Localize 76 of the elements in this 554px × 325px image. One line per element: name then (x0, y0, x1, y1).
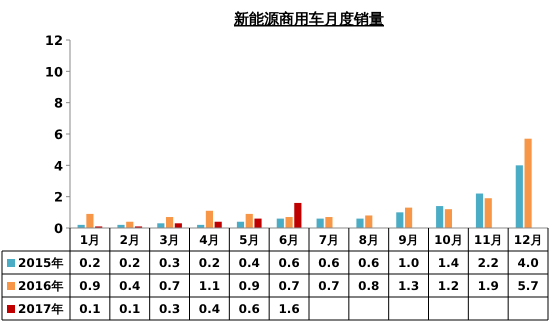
data-label: 1.3 (398, 279, 420, 293)
legend-label: 2016年 (18, 279, 64, 293)
x-tick-label: 8月 (358, 233, 379, 247)
bar (444, 209, 452, 228)
data-label: 0.1 (119, 302, 140, 316)
bar (286, 217, 293, 228)
x-tick-label: 9月 (398, 233, 419, 247)
data-label: 0.6 (278, 256, 300, 270)
bar (396, 212, 404, 228)
bar (254, 218, 262, 228)
bar (484, 198, 492, 228)
x-tick-label: 10月 (434, 233, 463, 247)
x-tick-label: 7月 (318, 233, 340, 247)
y-tick-label: 12 (44, 34, 63, 49)
data-label: 1.9 (478, 279, 499, 293)
bar (126, 222, 134, 228)
x-tick-label: 1月 (80, 233, 100, 247)
y-tick-label: 8 (54, 96, 63, 112)
bar (206, 210, 213, 228)
bar (356, 218, 364, 228)
data-label: 0.3 (158, 302, 180, 316)
data-label: 0.2 (79, 256, 101, 270)
data-label: 0.9 (238, 279, 260, 293)
data-label: 1.0 (398, 256, 420, 270)
data-label: 1.2 (438, 279, 460, 293)
bar (405, 208, 412, 228)
data-label: 5.7 (517, 279, 539, 293)
data-label: 0.4 (238, 256, 260, 270)
data-label: 0.4 (119, 279, 140, 293)
data-label: 4.0 (517, 256, 539, 270)
data-label: 0.9 (79, 279, 101, 293)
y-tick-label: 10 (44, 65, 63, 80)
data-label: 0.6 (238, 302, 260, 316)
bar (276, 218, 284, 228)
legend-label: 2015年 (18, 256, 64, 270)
bar (476, 194, 484, 228)
data-label: 1.4 (438, 256, 460, 270)
bar (214, 222, 222, 228)
data-label: 0.2 (198, 256, 220, 270)
y-tick-label: 2 (54, 190, 63, 206)
x-tick-label: 4月 (199, 233, 220, 247)
bar (86, 214, 94, 228)
data-label: 2.2 (478, 256, 499, 270)
x-tick-label: 3月 (159, 233, 180, 247)
y-tick-label: 4 (54, 159, 63, 174)
bar (236, 222, 244, 228)
y-tick-label: 6 (54, 128, 63, 143)
data-label: 0.7 (318, 279, 340, 293)
bar (325, 217, 332, 228)
data-label: 0.7 (158, 279, 180, 293)
data-label: 0.7 (278, 279, 300, 293)
data-label: 0.6 (318, 256, 340, 270)
x-tick-label: 2月 (120, 233, 140, 247)
chart-title: 新能源商用车月度销量 (233, 10, 384, 28)
data-label: 0.3 (158, 256, 180, 270)
x-tick-label: 11月 (474, 233, 503, 247)
bar (524, 138, 532, 228)
data-label: 1.1 (198, 279, 220, 293)
data-label: 0.2 (119, 256, 140, 270)
y-tick-label: 0 (54, 222, 63, 237)
bar (365, 215, 372, 228)
x-tick-label: 6月 (278, 233, 300, 247)
bar (166, 217, 174, 228)
x-tick-label: 5月 (239, 233, 260, 247)
data-label: 0.1 (79, 302, 101, 316)
bar (516, 165, 523, 228)
data-label: 0.4 (198, 302, 220, 316)
bar (246, 214, 253, 228)
data-label: 0.8 (358, 279, 380, 293)
bar (294, 202, 302, 228)
x-tick-label: 12月 (514, 233, 542, 247)
bar (316, 218, 324, 228)
legend-label: 2017年 (18, 302, 64, 316)
bar (436, 206, 444, 228)
data-label: 1.6 (278, 302, 300, 316)
data-label: 0.6 (358, 256, 380, 270)
